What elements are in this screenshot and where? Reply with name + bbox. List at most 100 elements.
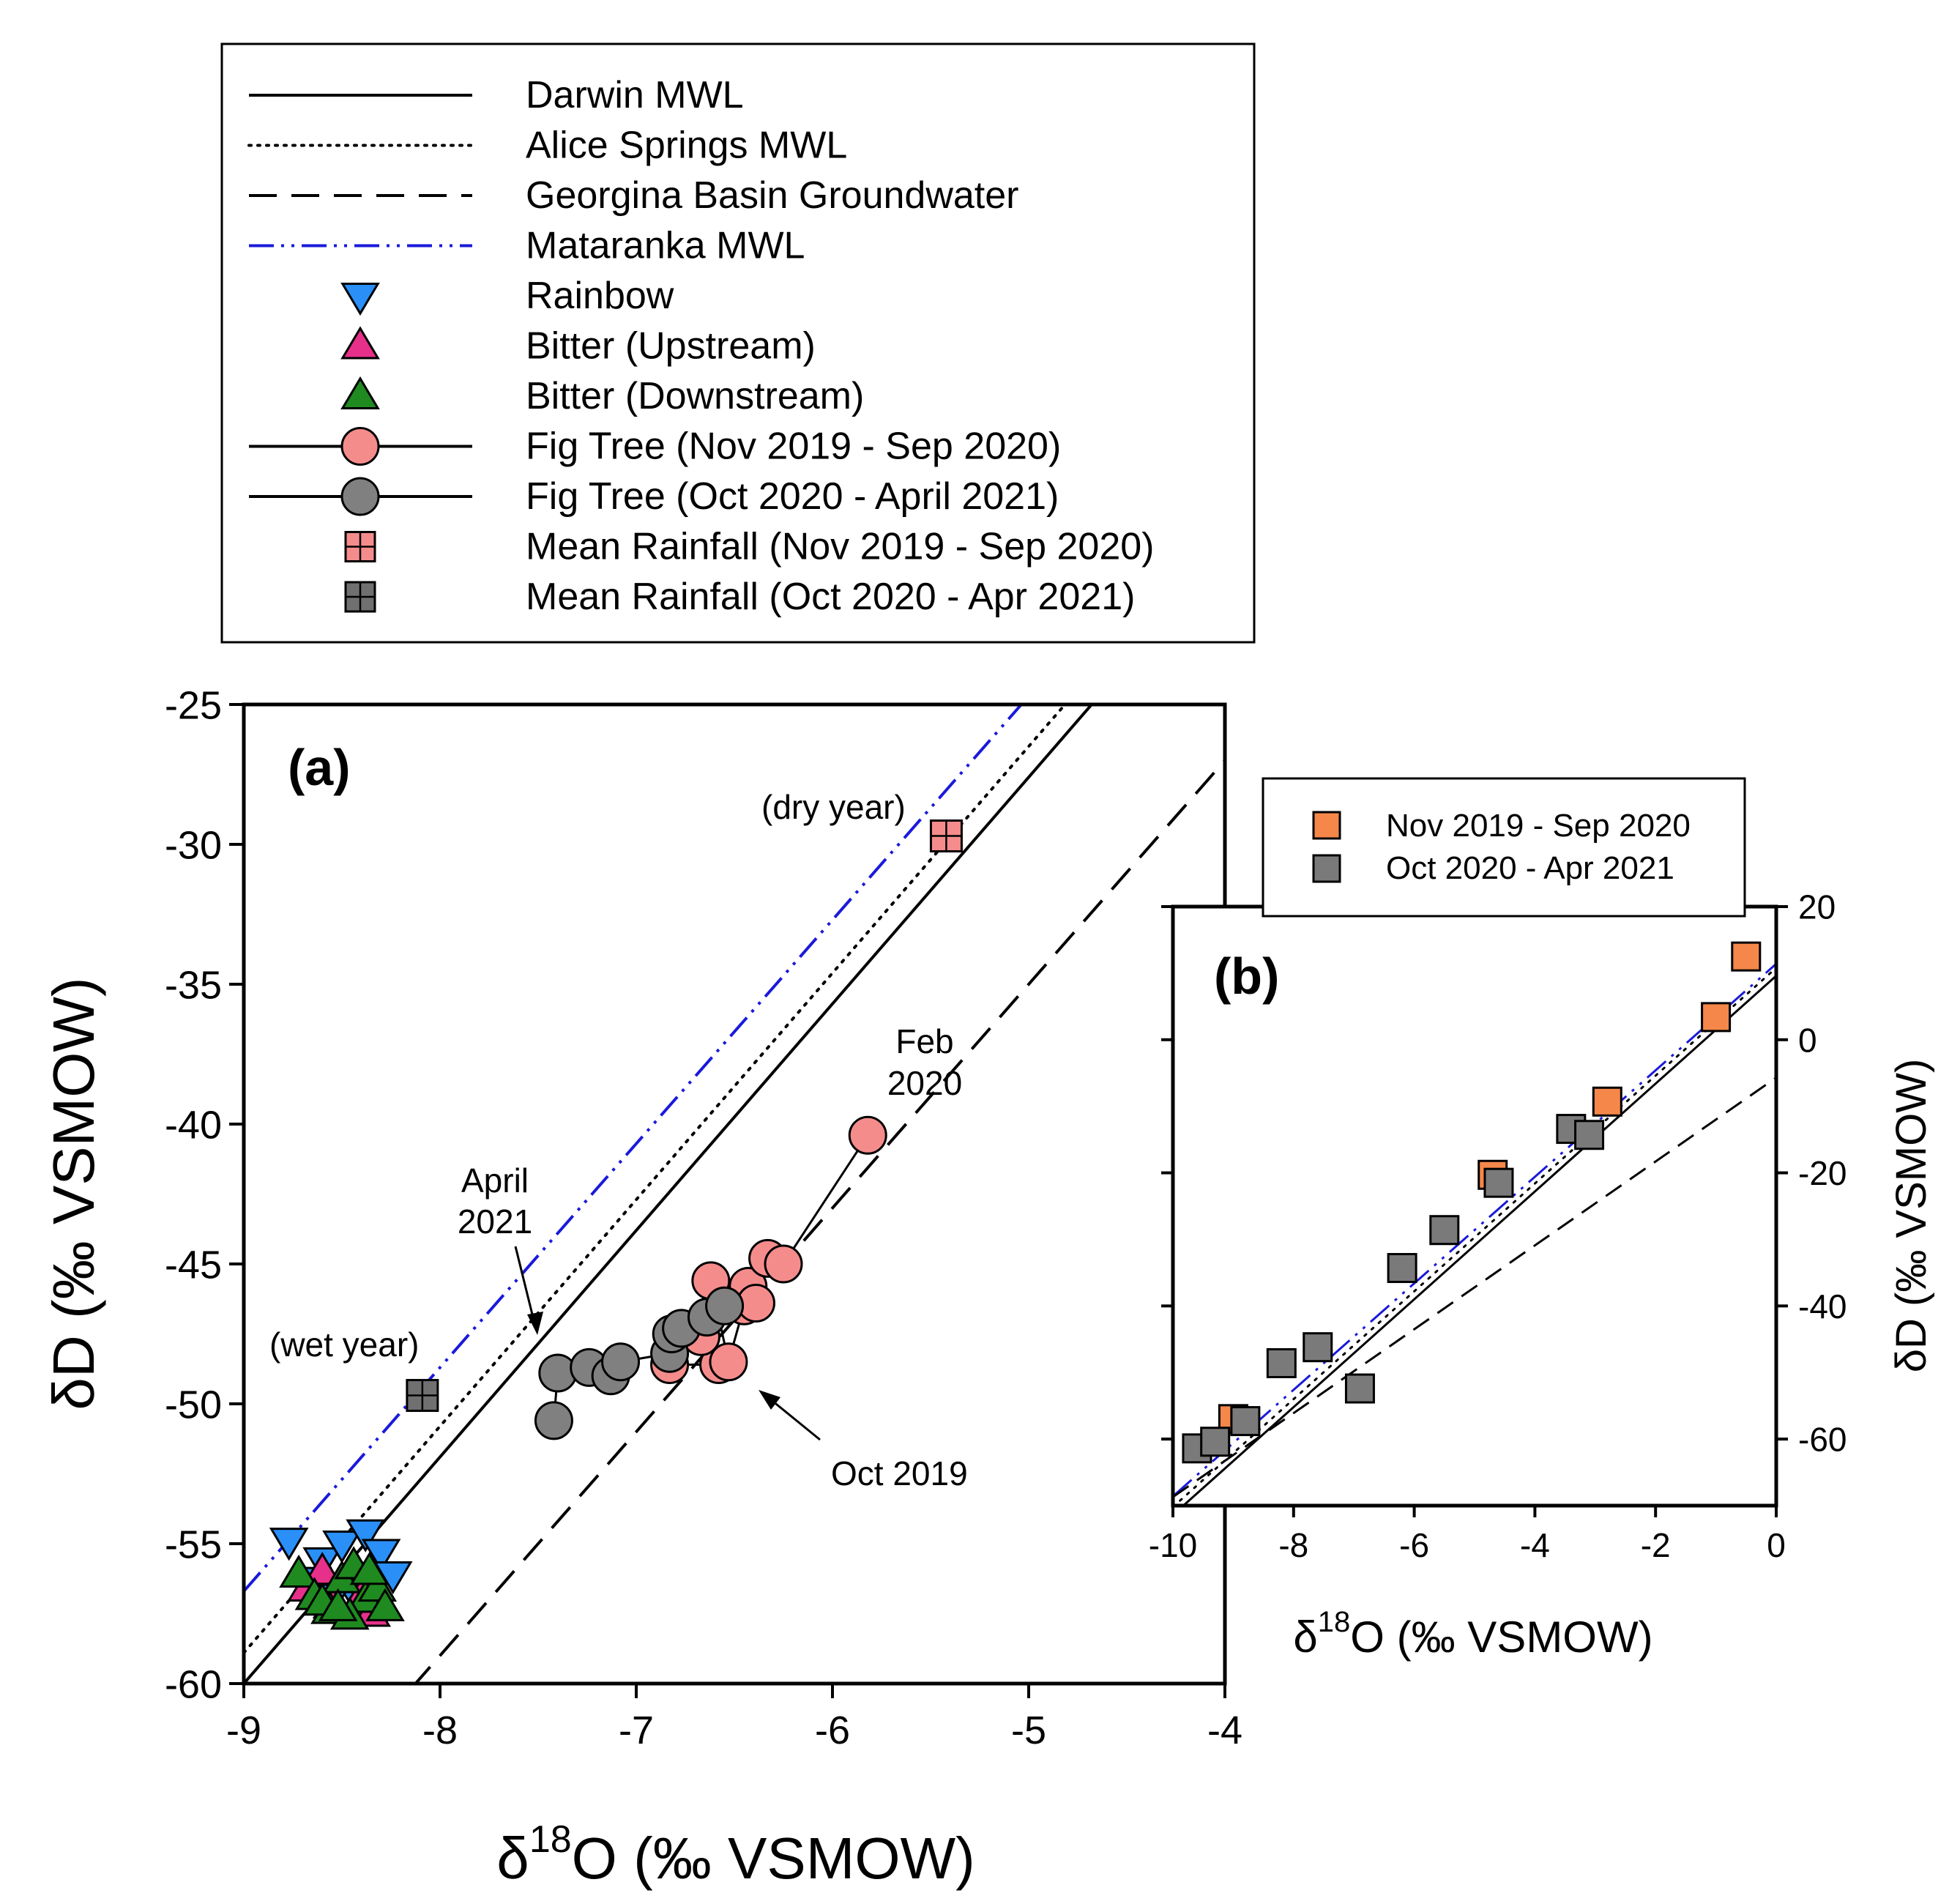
legend-entry-bitter-upstream: Bitter (Upstream): [340, 325, 816, 368]
legend-b-label-nov2019: Nov 2019 - Sep 2020: [1386, 808, 1691, 844]
panel-a-point-bitter-downstream: [349, 1552, 390, 1585]
panel-a-point-rainbow: [361, 1539, 401, 1572]
legend-label-mean-rainfall-nov-2019-sep-2020: Mean Rainfall (Nov 2019 - Sep 2020): [526, 526, 1154, 568]
panel-b-ytick-label: -40: [1798, 1287, 1847, 1325]
legend-entry-bitter-downstream: Bitter (Downstream): [340, 375, 864, 417]
panel-b-xtick-label: -6: [1399, 1526, 1429, 1564]
annotation-feb-2020-line1: Feb: [895, 1022, 953, 1060]
panel-b-point-oct-2020-apr-2021: [1303, 1332, 1333, 1363]
annotation-april-2021-line1: April: [461, 1161, 529, 1200]
panel-b-point-oct-2020-apr-2021: [1574, 1120, 1605, 1150]
panel-b-point-nov-2019-sep-2020: [1592, 1086, 1622, 1117]
panel-a-ytick-label: -55: [165, 1522, 222, 1566]
panel-b-xtick-label: -2: [1641, 1526, 1671, 1564]
legend-label-alice-springs-mwl: Alice Springs MWL: [526, 124, 847, 167]
panel-a: -9 -8 -7 -6 -5 -4 -60 -55 -50 -45 -40 -35 -30 -25 (a)…: [41, 683, 1242, 1891]
panel-b-xtick-label: -8: [1278, 1526, 1308, 1564]
main-legend-box: [220, 42, 1256, 644]
panel-b-point-nov-2019-sep-2020: [1701, 1002, 1732, 1033]
panel-a-point-mean-rainfall-nov-2019-sep-2020: [929, 819, 963, 853]
panel-a-point-fig-tree-oct-2020-april-2021: [601, 1342, 641, 1382]
legend-b-marker-oct2020: [1312, 854, 1341, 883]
svg-text:δ18O (‰ VSMOW): δ18O (‰ VSMOW): [496, 1818, 975, 1891]
panel-b-xtick-label: -4: [1520, 1526, 1550, 1564]
panel-b-xlabel: δ18O (‰ VSMOW): [1293, 1606, 1652, 1662]
legend-entry-darwin-mwl: Darwin MWL: [249, 74, 744, 116]
panel-b-point-oct-2020-apr-2021: [1200, 1427, 1231, 1457]
panel-b-legend: Nov 2019 - Sep 2020 Oct 2020 - Apr 2021: [1262, 777, 1746, 918]
panel-b-point-oct-2020-apr-2021: [1387, 1253, 1417, 1284]
panel-b-point-oct-2020-apr-2021: [1429, 1215, 1460, 1246]
panel-b-point-oct-2020-apr-2021: [1266, 1347, 1297, 1378]
legend-label-bitter-upstream: Bitter (Upstream): [526, 325, 816, 368]
panel-a-point-fig-tree-oct-2020-april-2021: [538, 1353, 578, 1393]
panel-a-xlabel: δ18O (‰ VSMOW): [496, 1818, 975, 1891]
panel-a-point-bitter-downstream: [279, 1554, 318, 1588]
panel-a-xtick-label: -8: [422, 1708, 458, 1752]
legend-b-label-oct2020: Oct 2020 - Apr 2021: [1386, 850, 1674, 886]
main-legend: Darwin MWL Alice Springs MWL Georgina Basi…: [220, 42, 1256, 644]
panel-a-ytick-label: -25: [165, 683, 222, 727]
annotation-oct-2019: Oct 2019: [831, 1454, 968, 1492]
annotation-april-2021-line2: 2021: [458, 1202, 532, 1241]
legend-marker-rainbow: [340, 283, 380, 316]
legend-label-fig-tree-oct-2020-april-2021: Fig Tree (Oct 2020 - April 2021): [526, 475, 1059, 518]
panel-a-point-fig-tree-nov-2019-sep-2020: [848, 1115, 887, 1155]
annotation-arrow-april-2021: [514, 1246, 543, 1335]
legend-entry-fig-tree-nov-2019-sep-2020: Fig Tree (Nov 2019 - Sep 2020): [249, 425, 1061, 468]
legend-marker-fig-tree-oct-2020-april-2021: [340, 477, 380, 516]
legend-marker-bitter-upstream: [340, 326, 380, 360]
panel-a-line-darwin-mwl: [244, 704, 1094, 1684]
panel-a-series-mean-rainfall-nov-2019-sep-2020: [929, 819, 963, 853]
legend-label-mean-rainfall-oct-2020-apr-2021: Mean Rainfall (Oct 2020 - Apr 2021): [526, 576, 1135, 618]
panel-a-series-bitter-downstream: [279, 1546, 405, 1630]
panel-a-xtick-label: -6: [815, 1708, 850, 1752]
panel-a-ylabel: δD (‰ VSMOW): [41, 977, 106, 1410]
panel-a-xtick-label: -4: [1207, 1708, 1242, 1752]
panel-a-ytick-label: -35: [165, 963, 222, 1007]
panel-a-ytick-label: -45: [165, 1243, 222, 1287]
panel-b-ytick-label: 20: [1798, 888, 1836, 926]
annotation-dry-year: (dry year): [761, 788, 906, 826]
legend-entry-fig-tree-oct-2020-april-2021: Fig Tree (Oct 2020 - April 2021): [249, 475, 1059, 518]
panel-b-line-georgina-basin-groundwater: [1173, 1076, 1776, 1498]
panel-a-ytick-label: -50: [165, 1383, 222, 1427]
annotation-arrow-oct-2019: [759, 1390, 821, 1441]
panel-b-point-oct-2020-apr-2021: [1483, 1167, 1514, 1198]
panel-a-point-fig-tree-nov-2019-sep-2020: [709, 1342, 748, 1382]
panel-a-frame: [242, 702, 1227, 1686]
annotation-feb-2020-line2: 2020: [887, 1064, 962, 1102]
legend-entry-mean-rainfall-oct-2020-apr-2021: Mean Rainfall (Oct 2020 - Apr 2021): [344, 576, 1135, 618]
panel-b-legend-box: [1262, 777, 1746, 918]
legend-label-darwin-mwl: Darwin MWL: [526, 74, 744, 116]
panel-b-ylabel: δD (‰ VSMOW): [1888, 1059, 1935, 1373]
legend-marker-bitter-downstream: [340, 376, 380, 409]
panel-a-point-fig-tree-oct-2020-april-2021: [705, 1286, 745, 1325]
legend-label-georgina-basin-groundwater: Georgina Basin Groundwater: [526, 174, 1019, 217]
legend-marker-mean-rainfall-oct-2020-apr-2021: [344, 581, 376, 613]
panel-b-line-darwin-mwl: [1181, 975, 1776, 1506]
svg-text:δ18O (‰ VSMOW): δ18O (‰ VSMOW): [1293, 1606, 1652, 1662]
legend-b-marker-nov2019: [1312, 811, 1341, 840]
panel-b-line-alice-springs-mwl: [1173, 967, 1776, 1506]
legend-label-fig-tree-nov-2019-sep-2020: Fig Tree (Nov 2019 - Sep 2020): [526, 425, 1061, 468]
annotation-wet-year: (wet year): [269, 1325, 419, 1364]
panel-b-xtick-label: -10: [1149, 1526, 1197, 1564]
panel-b-label: (b): [1214, 948, 1279, 1005]
panel-b-point-oct-2020-apr-2021: [1230, 1406, 1261, 1437]
legend-entry-mataranka-mwl: Mataranka MWL: [249, 225, 805, 267]
legend-entry-alice-springs-mwl: Alice Springs MWL: [247, 124, 847, 167]
panel-a-line-mataranka-mwl: [244, 704, 1024, 1593]
panel-a-xtick-label: -9: [226, 1708, 261, 1752]
panel-b-ytick-label: -20: [1798, 1154, 1847, 1192]
panel-a-line-alice-springs-mwl: [244, 704, 1067, 1654]
panel-b-point-oct-2020-apr-2021: [1344, 1373, 1375, 1404]
panel-b-background: [1173, 907, 1776, 1506]
panel-a-label: (a): [288, 739, 351, 796]
panel-a-xtick-label: -5: [1011, 1708, 1046, 1752]
panel-b-point-nov-2019-sep-2020: [1731, 941, 1762, 972]
legend-label-rainbow: Rainbow: [526, 275, 674, 317]
panel-a-ytick-label: -40: [165, 1103, 222, 1147]
panel-a-xtick-label: -7: [619, 1708, 654, 1752]
